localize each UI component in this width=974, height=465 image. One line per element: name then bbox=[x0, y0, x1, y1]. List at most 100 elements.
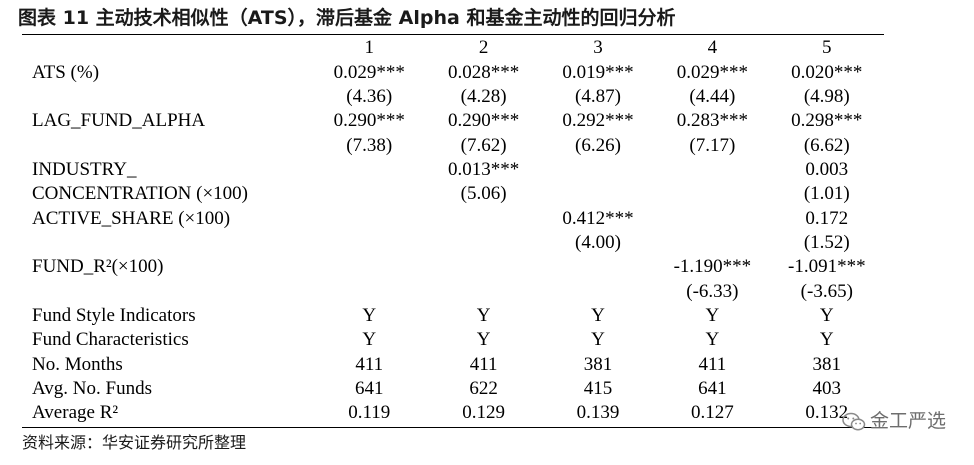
table-cell: (7.17) bbox=[689, 134, 736, 156]
table-cell bbox=[426, 279, 540, 303]
table-cell: 641 bbox=[354, 377, 384, 399]
table-cell bbox=[426, 255, 540, 279]
table-cell: 411 bbox=[355, 353, 384, 375]
table-cell: Y bbox=[362, 329, 377, 351]
table-cell: (4.87) bbox=[575, 85, 621, 107]
table-row: Fund Style Indicators Y Y Y Y Y bbox=[22, 304, 884, 328]
table-cell: 0.139 bbox=[576, 402, 620, 424]
table-cell: -1.091*** bbox=[788, 256, 866, 278]
table-cell: Y bbox=[362, 304, 377, 326]
table-row: CONCENTRATION (×100) (5.06) (1.01) bbox=[22, 182, 884, 206]
table-cell: -1.190*** bbox=[673, 256, 752, 278]
row-label bbox=[22, 85, 312, 109]
row-label: FUND_R²(×100) bbox=[32, 256, 164, 278]
table-bottom-rule bbox=[22, 427, 884, 428]
row-label: Average R² bbox=[32, 402, 119, 424]
table-cell: (7.38) bbox=[346, 134, 393, 156]
table-cell bbox=[312, 231, 426, 255]
table-cell: 0.129 bbox=[462, 402, 505, 424]
table-cell bbox=[312, 255, 426, 279]
table-row: Avg. No. Funds 641 622 415 641 403 bbox=[22, 377, 884, 401]
row-label: ACTIVE_SHARE (×100) bbox=[32, 207, 231, 229]
table-row: No. Months 411 411 381 411 381 bbox=[22, 352, 884, 376]
table-cell: 0.119 bbox=[348, 402, 391, 424]
table-cell: 0.029*** bbox=[333, 61, 405, 83]
table-cell: (1.52) bbox=[803, 231, 850, 253]
table-cell: 415 bbox=[583, 377, 613, 399]
table-cell: 0.019*** bbox=[562, 61, 634, 83]
table-row: (-6.33) (-3.65) bbox=[22, 279, 884, 303]
column-header: 3 bbox=[593, 37, 603, 59]
table-cell: 0.172 bbox=[805, 207, 849, 229]
table-cell: (4.00) bbox=[575, 231, 621, 253]
table-cell: 381 bbox=[583, 353, 613, 375]
table-cell: 0.029*** bbox=[676, 61, 748, 83]
table-cell bbox=[541, 182, 655, 206]
table-row: ACTIVE_SHARE (×100) 0.412*** 0.172 bbox=[22, 206, 884, 230]
table-cell: Y bbox=[476, 329, 491, 351]
table-cell bbox=[655, 231, 769, 255]
table-cell bbox=[541, 255, 655, 279]
table-row: (4.00) (1.52) bbox=[22, 231, 884, 255]
table-cell: 622 bbox=[469, 377, 498, 399]
wechat-icon bbox=[842, 412, 866, 430]
row-label: LAG_FUND_ALPHA bbox=[32, 110, 206, 132]
table-cell: (5.06) bbox=[460, 183, 507, 205]
column-header: 5 bbox=[822, 37, 832, 59]
table-cell: Y bbox=[705, 304, 720, 326]
table-cell bbox=[655, 158, 769, 182]
row-label: No. Months bbox=[32, 353, 123, 375]
column-header: 4 bbox=[707, 37, 718, 59]
table-cell: (4.98) bbox=[803, 85, 850, 107]
table-cell bbox=[541, 158, 655, 182]
column-header: 1 bbox=[364, 37, 374, 59]
table-row: LAG_FUND_ALPHA 0.290*** 0.290*** 0.292*** 0.… bbox=[22, 109, 884, 133]
table-cell bbox=[312, 158, 426, 182]
source-note: 资料来源：华安证券研究所整理 bbox=[22, 433, 247, 452]
table-cell: (-3.65) bbox=[800, 280, 853, 302]
row-label: INDUSTRY_ bbox=[32, 158, 137, 180]
table-cell bbox=[426, 206, 540, 230]
table-cell: 411 bbox=[469, 353, 498, 375]
table-cell: (6.62) bbox=[803, 134, 850, 156]
watermark-text: 金工严选 bbox=[870, 410, 947, 432]
table-row: FUND_R²(×100) -1.190*** -1.091*** bbox=[22, 255, 884, 279]
table-row: Fund Characteristics Y Y Y Y Y bbox=[22, 328, 884, 352]
table-cell: Y bbox=[476, 304, 491, 326]
table-cell: 0.132 bbox=[805, 402, 849, 424]
table-cell bbox=[426, 231, 540, 255]
row-label bbox=[22, 133, 312, 157]
table-cell: 0.020*** bbox=[791, 61, 863, 83]
table-cell bbox=[655, 182, 769, 206]
table-cell: 641 bbox=[698, 377, 727, 399]
regression-table: 1 2 3 4 5 ATS (%) 0.029*** 0.028*** 0.019**… bbox=[22, 36, 884, 426]
table-cell: 381 bbox=[812, 353, 842, 375]
watermark: 金工严选 bbox=[842, 404, 946, 438]
table-cell: (-6.33) bbox=[686, 280, 739, 302]
row-label: Fund Style Indicators bbox=[32, 304, 196, 326]
table-cell bbox=[655, 206, 769, 230]
table-cell: (6.26) bbox=[575, 134, 621, 156]
table-cell: 0.290*** bbox=[333, 110, 405, 132]
row-label: Fund Characteristics bbox=[32, 329, 189, 351]
table-cell: 0.283*** bbox=[676, 110, 748, 132]
row-label bbox=[22, 279, 312, 303]
table-cell: Y bbox=[819, 329, 834, 351]
table-cell: 0.412*** bbox=[562, 207, 634, 229]
table-cell: Y bbox=[591, 304, 605, 326]
table-row: (7.38) (7.62) (6.26) (7.17) (6.62) bbox=[22, 133, 884, 157]
table-cell: 411 bbox=[698, 353, 727, 375]
table-cell: (1.01) bbox=[803, 183, 850, 205]
table-row: Average R² 0.119 0.129 0.139 0.127 0.132 bbox=[22, 401, 884, 425]
table-row: ATS (%) 0.029*** 0.028*** 0.019*** 0.029*** 0… bbox=[22, 60, 884, 84]
table-cell: 0.013*** bbox=[447, 158, 520, 180]
table-cell: (4.44) bbox=[689, 85, 736, 107]
column-header: 2 bbox=[478, 37, 489, 59]
table-cell: 0.127 bbox=[691, 402, 734, 424]
table-cell: 403 bbox=[812, 377, 842, 399]
figure-title: 图表 11 主动技术相似性（ATS），滞后基金 Alpha 和基金主动性的回归分… bbox=[18, 7, 676, 29]
table-cell: (4.28) bbox=[460, 85, 507, 107]
table-cell: Y bbox=[591, 329, 605, 351]
table-cell bbox=[312, 182, 426, 206]
row-label: CONCENTRATION (×100) bbox=[32, 183, 249, 205]
